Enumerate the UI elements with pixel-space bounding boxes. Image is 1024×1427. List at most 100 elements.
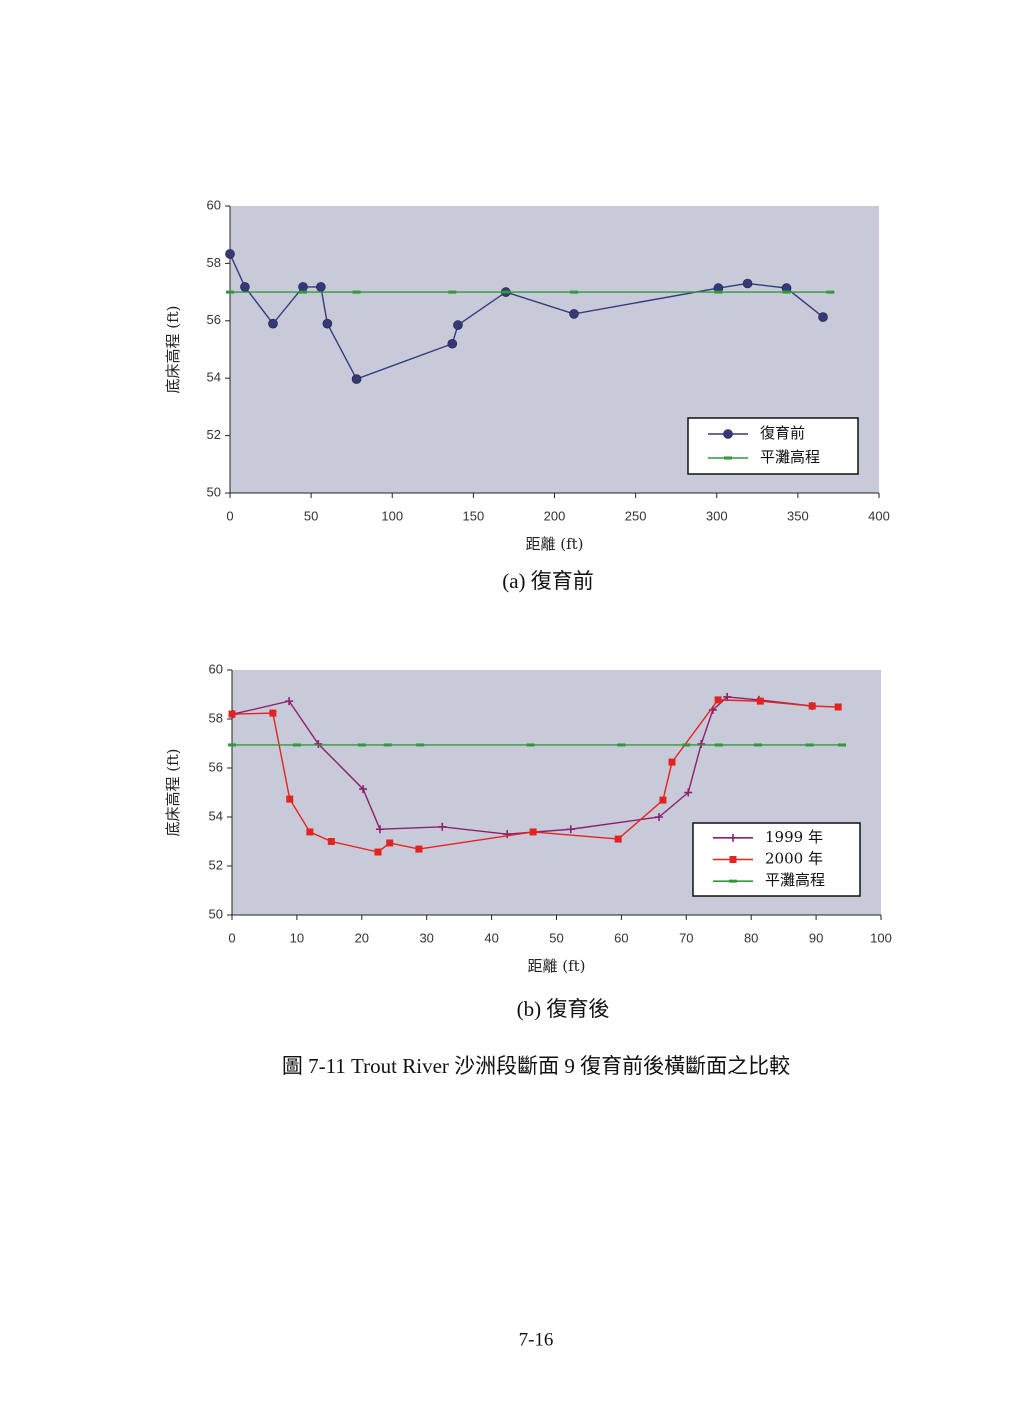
caption-b: (b) 復育後 (517, 997, 610, 1021)
x-tick-label: 50 (549, 930, 563, 945)
page-number: 7-16 (519, 1329, 554, 1350)
legend-label: 1999 年 (765, 828, 823, 846)
x-tick-label: 70 (679, 930, 693, 945)
x-tick-label: 400 (868, 508, 890, 523)
y-tick-label: 54 (209, 808, 223, 823)
point (352, 290, 361, 294)
point (838, 743, 847, 747)
point (714, 696, 722, 704)
x-tick-label: 30 (419, 930, 433, 945)
point (415, 845, 423, 853)
point (327, 838, 335, 845)
point (316, 282, 326, 292)
legend-label: 平灘高程 (765, 871, 825, 889)
point (386, 839, 394, 847)
x-tick-label: 0 (228, 930, 235, 945)
legend-label: 平灘高程 (760, 448, 820, 466)
point (359, 785, 368, 794)
point (834, 703, 842, 711)
series-line (231, 699, 839, 853)
point (269, 709, 277, 717)
x-tick-label: 100 (381, 508, 403, 523)
point (614, 835, 622, 843)
y-axis-title: 底床高程 (ft) (164, 305, 182, 393)
point (228, 710, 236, 718)
point (501, 290, 510, 294)
point (526, 743, 535, 747)
point (298, 282, 308, 292)
x-axis-title: 距離 (ft) (525, 535, 583, 553)
point (529, 828, 537, 836)
point (714, 743, 723, 747)
point (286, 795, 294, 803)
x-tick-label: 50 (304, 508, 318, 523)
y-tick-label: 56 (209, 759, 223, 774)
point (268, 318, 278, 329)
point (684, 788, 693, 797)
point (322, 318, 333, 329)
y-tick-label: 60 (209, 661, 223, 676)
point (724, 456, 732, 460)
point (753, 743, 762, 747)
x-tick-label: 200 (544, 508, 566, 523)
point (453, 320, 463, 330)
x-tick-label: 10 (290, 930, 304, 945)
y-tick-label: 56 (207, 312, 221, 327)
point (306, 828, 314, 836)
point (314, 739, 323, 748)
point (566, 825, 575, 834)
point (808, 702, 816, 710)
point (240, 282, 250, 292)
point (826, 290, 835, 294)
point (375, 825, 384, 834)
x-tick-label: 0 (226, 508, 233, 523)
y-tick-label: 50 (207, 484, 221, 499)
point (617, 743, 626, 747)
point (416, 743, 425, 747)
point (448, 290, 457, 294)
x-tick-label: 90 (809, 930, 823, 945)
x-tick-label: 20 (355, 930, 369, 945)
y-tick-label: 58 (207, 255, 221, 270)
point (225, 249, 235, 259)
y-tick-label: 60 (207, 197, 221, 212)
point (729, 879, 737, 883)
y-axis-title: 底床高程 (ft) (164, 748, 182, 836)
point (292, 743, 301, 747)
x-tick-label: 40 (484, 930, 498, 945)
caption-a: (a) 復育前 (502, 569, 594, 593)
y-tick-label: 58 (209, 710, 223, 725)
y-tick-label: 50 (209, 906, 223, 921)
point (285, 697, 294, 706)
x-tick-label: 100 (870, 930, 892, 945)
point (818, 312, 828, 322)
x-tick-label: 80 (744, 930, 758, 945)
point (569, 290, 578, 294)
point (438, 822, 447, 831)
point (723, 429, 733, 439)
point (805, 743, 814, 747)
x-tick-label: 350 (787, 508, 809, 523)
point (668, 758, 676, 766)
point (729, 856, 737, 863)
y-tick-label: 52 (209, 857, 223, 872)
figure-caption: 圖 7-11 Trout River 沙洲段斷面 9 復育前後橫斷面之比較 (282, 1054, 790, 1078)
point (569, 309, 579, 319)
legend-label: 復育前 (760, 424, 805, 442)
x-tick-label: 60 (614, 930, 628, 945)
x-tick-label: 250 (625, 508, 647, 523)
point (659, 796, 667, 804)
y-tick-label: 54 (207, 370, 221, 385)
legend-label: 2000 年 (765, 850, 823, 868)
point (226, 290, 234, 294)
point (447, 338, 458, 349)
point (503, 830, 512, 839)
point (357, 743, 366, 747)
point (682, 743, 691, 747)
point (729, 833, 737, 842)
point (374, 848, 382, 856)
point (714, 290, 723, 294)
point (697, 739, 706, 748)
